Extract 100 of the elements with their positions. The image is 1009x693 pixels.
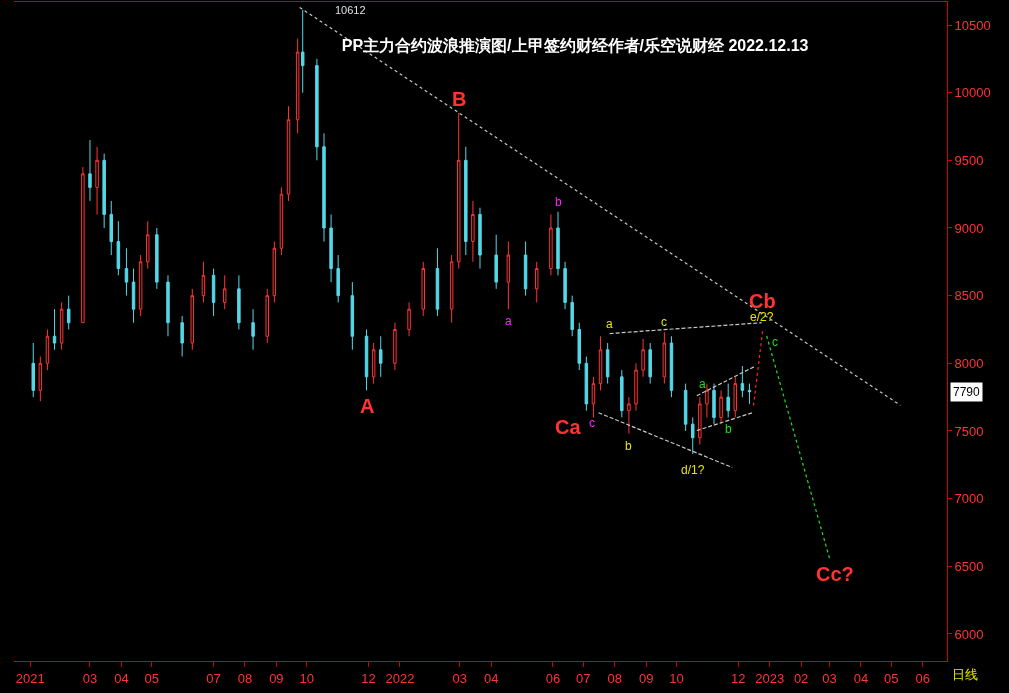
candlestick	[690, 416, 695, 455]
candlestick	[371, 342, 376, 385]
annotation: B	[452, 88, 467, 110]
candlestick	[570, 295, 574, 337]
candlestick	[662, 331, 667, 385]
candlestick	[494, 234, 498, 290]
x-tick-label: 03	[452, 670, 467, 686]
candlestick	[251, 308, 255, 351]
y-tick-label: 10500	[954, 17, 991, 33]
candlestick	[456, 112, 461, 270]
candlestick	[726, 383, 730, 418]
y-tick-label: 9500	[954, 152, 984, 168]
candlestick	[336, 254, 340, 303]
x-tick-label: 10	[299, 670, 314, 686]
x-tick-label: 02	[793, 670, 809, 686]
y-tick-label: 8000	[954, 355, 984, 371]
candlestick	[378, 335, 383, 378]
candlestick	[563, 261, 567, 310]
candlestick	[712, 383, 716, 425]
candlestick	[523, 241, 528, 297]
annotation: a	[505, 314, 512, 328]
candlestick	[265, 288, 269, 344]
x-tick-label: 04	[483, 670, 499, 686]
candlestick	[747, 383, 752, 405]
text: PP主力合约波浪推演图/上甲签约财经作者/乐空说财经 2022.12.13	[341, 35, 809, 54]
x-tick-label: 12	[731, 670, 746, 686]
annotation: c	[772, 335, 778, 349]
candlestick	[577, 322, 582, 371]
x-tick-label: 10	[669, 670, 684, 686]
candlestick	[350, 281, 355, 351]
x-tick-label: 05	[144, 670, 159, 686]
annotation: e/2?	[750, 310, 774, 324]
candlestick	[88, 139, 92, 202]
y-tick-label: 7000	[954, 491, 984, 507]
y-tick-label: 6000	[954, 626, 984, 642]
candlestick	[435, 247, 440, 317]
candlestick	[627, 396, 631, 435]
y-tick-label: 10000	[954, 85, 991, 101]
x-tick-label: 2021	[15, 670, 45, 686]
candlestick	[124, 247, 129, 297]
candlestick	[407, 301, 411, 337]
candlestick	[45, 328, 50, 371]
candlestick	[506, 241, 511, 310]
candlestick	[286, 105, 291, 202]
candlestick	[295, 38, 300, 134]
annotation: Cc?	[816, 563, 854, 585]
annotation: 10612	[335, 4, 366, 16]
candlestick	[449, 254, 454, 324]
candlestick	[620, 369, 624, 418]
candlestick	[471, 200, 475, 263]
candlestick	[683, 383, 688, 432]
annotation: c	[661, 315, 667, 329]
candlestick	[201, 261, 206, 303]
candlestick	[705, 383, 709, 418]
candlestick	[109, 200, 113, 256]
candlestick	[605, 342, 610, 385]
candlestick	[733, 376, 738, 418]
annotation: c	[589, 416, 595, 430]
candlestick	[598, 335, 603, 391]
candlestick	[38, 356, 43, 402]
candlestick	[556, 211, 560, 276]
candlestick	[52, 308, 57, 351]
candlestick	[66, 295, 71, 330]
candlestick	[190, 288, 195, 351]
candlestick	[669, 335, 674, 398]
annotation: A	[360, 395, 375, 417]
x-tick-label: 09	[638, 670, 654, 686]
candlestick	[211, 268, 216, 317]
x-tick-label: 03	[822, 670, 837, 686]
y-tick-label: 9000	[954, 220, 984, 236]
x-tick-label: 06	[915, 670, 930, 686]
annotation: Cb	[749, 290, 776, 312]
candlestick	[166, 274, 170, 337]
candlestick	[549, 213, 553, 276]
candlestick	[145, 220, 150, 270]
x-tick-label: 2023	[755, 670, 785, 686]
candlestick	[102, 153, 106, 229]
annotation: a	[606, 317, 613, 331]
candlestick	[740, 365, 745, 398]
x-tick-label: 08	[237, 670, 253, 686]
text: 日线	[952, 667, 978, 682]
candlestick	[31, 342, 35, 398]
candlestick	[478, 207, 482, 270]
candlestick	[300, 9, 305, 94]
candlestick	[180, 315, 184, 358]
candlestick	[698, 396, 702, 445]
candlestick	[591, 376, 596, 418]
y-tick-label: 6500	[954, 558, 984, 574]
candlestick	[648, 342, 652, 385]
candlestick	[322, 132, 326, 243]
x-tick-label: 03	[82, 670, 98, 686]
x-tick-label: 06	[545, 670, 561, 686]
candlestick	[155, 227, 159, 290]
x-tick-label: 09	[269, 670, 284, 686]
annotation: d/1?	[681, 463, 705, 477]
candlestick	[641, 338, 645, 378]
candlestick	[237, 274, 241, 330]
annotation: Ca	[555, 416, 582, 438]
candlestick	[534, 261, 539, 303]
candlestick	[393, 322, 397, 371]
